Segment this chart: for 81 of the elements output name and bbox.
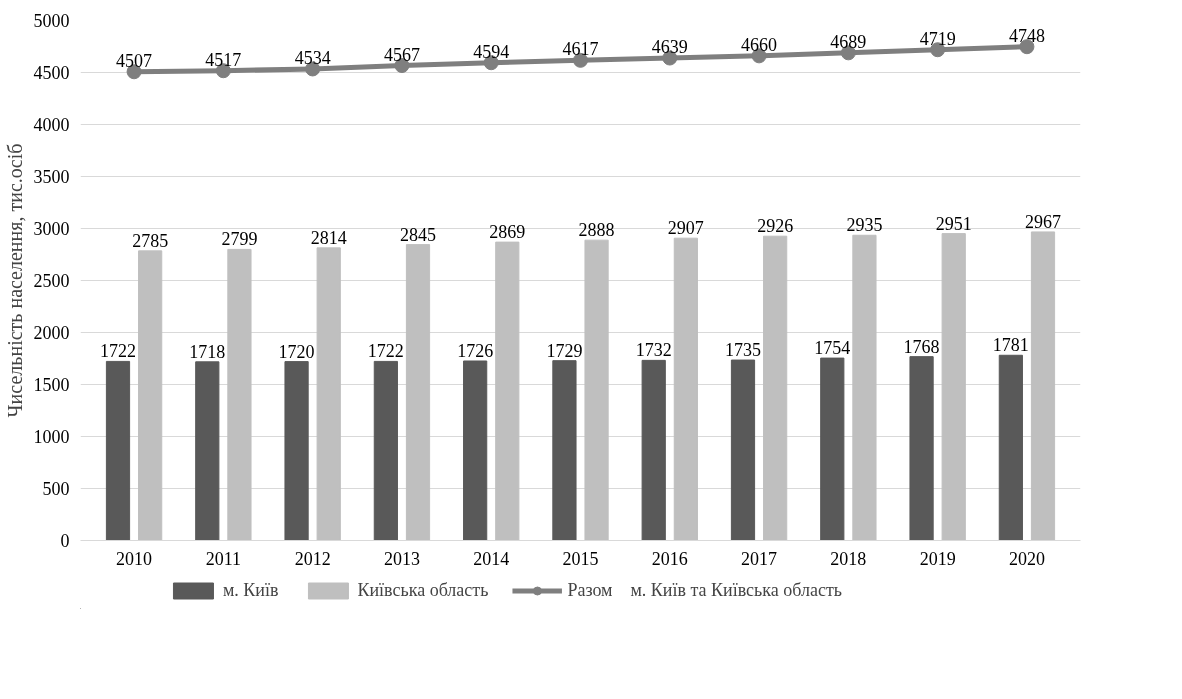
legend-label: м. Київ: [222, 579, 279, 601]
data-label: 2785: [132, 230, 169, 251]
bar: [763, 235, 788, 541]
data-label: 4567: [383, 44, 420, 65]
x-tick-label: 2015: [562, 548, 599, 569]
bar: [405, 244, 431, 541]
bar: [941, 233, 966, 541]
data-label: 4594: [473, 41, 510, 62]
x-tick-label: 2010: [116, 548, 153, 569]
x-tick-label: 2014: [473, 548, 510, 569]
data-label: 2799: [221, 229, 258, 250]
bar: [138, 250, 163, 541]
data-label: 4507: [116, 50, 153, 71]
data-label: 1781: [992, 335, 1029, 356]
bar: [463, 360, 488, 541]
y-tick-label: 1500: [33, 375, 70, 395]
bar: [909, 356, 934, 541]
data-label: 4639: [651, 37, 688, 58]
data-label: 2888: [578, 220, 615, 241]
x-tick-label: 2012: [294, 548, 331, 569]
data-label: 4689: [830, 31, 867, 52]
data-label: 1718: [189, 341, 226, 362]
y-axis-title: Чисельність населення, тис.ociб: [3, 143, 26, 418]
y-tick-label: 4000: [33, 115, 70, 135]
legend-label: Разом м. Київ та Київська область: [567, 579, 843, 601]
y-tick-label: 500: [42, 479, 70, 499]
bar: [584, 239, 609, 541]
x-tick-label: 2011: [205, 548, 242, 569]
y-tick-label: 1000: [33, 427, 70, 447]
bar: [227, 248, 252, 541]
bar: [552, 360, 577, 541]
bar: [373, 360, 398, 541]
y-tick-label: 4500: [33, 63, 70, 83]
data-label: 4517: [205, 49, 242, 70]
data-label: 1722: [100, 341, 136, 362]
data-label: 2814: [310, 227, 347, 248]
data-label: 4719: [919, 28, 956, 49]
bar: [105, 360, 131, 541]
bar: [998, 354, 1023, 541]
y-tick-label: 2500: [33, 271, 70, 291]
y-tick-label: 5000: [33, 11, 70, 31]
bar: [730, 359, 756, 541]
bar: [673, 237, 698, 541]
bar: [641, 359, 666, 541]
x-tick-label: 2013: [383, 548, 420, 569]
legend-label: Київська область: [357, 579, 489, 601]
y-tick-label: 2000: [33, 323, 70, 343]
x-tick-label: 2018: [830, 548, 867, 569]
data-label: 2967: [1025, 211, 1061, 232]
data-label: 1732: [635, 340, 672, 361]
x-tick-label: 2019: [919, 548, 956, 569]
data-label: 1729: [546, 340, 583, 361]
data-label: 1768: [903, 336, 940, 357]
data-label: 4660: [741, 34, 778, 55]
data-label: 4748: [1008, 25, 1045, 46]
data-label: 2845: [400, 224, 436, 245]
bar: [195, 361, 220, 541]
data-label: 1720: [278, 341, 315, 362]
bar: [820, 357, 845, 541]
bar: [316, 247, 341, 541]
data-label: 2907: [667, 218, 704, 239]
data-label: 2869: [489, 222, 526, 243]
bar: [1030, 231, 1056, 541]
data-label: 1726: [457, 341, 494, 361]
data-label: 1735: [725, 340, 761, 361]
data-label: 4617: [562, 39, 599, 60]
data-label: 2935: [846, 215, 883, 236]
bar: [495, 241, 520, 541]
y-tick-label: 3000: [33, 219, 70, 239]
bar: [284, 361, 309, 541]
y-tick-label: 3500: [33, 167, 70, 187]
data-label: 4534: [294, 47, 331, 68]
data-label: 2926: [757, 216, 794, 237]
x-tick-label: 2017: [741, 548, 778, 569]
data-label: 1722: [367, 341, 404, 362]
y-tick-label: 0: [60, 531, 70, 551]
x-tick-label: 2020: [1008, 548, 1045, 569]
data-label: 1754: [814, 338, 851, 359]
data-label: 2951: [935, 213, 972, 234]
bar: [852, 234, 877, 541]
x-tick-label: 2016: [651, 548, 688, 569]
